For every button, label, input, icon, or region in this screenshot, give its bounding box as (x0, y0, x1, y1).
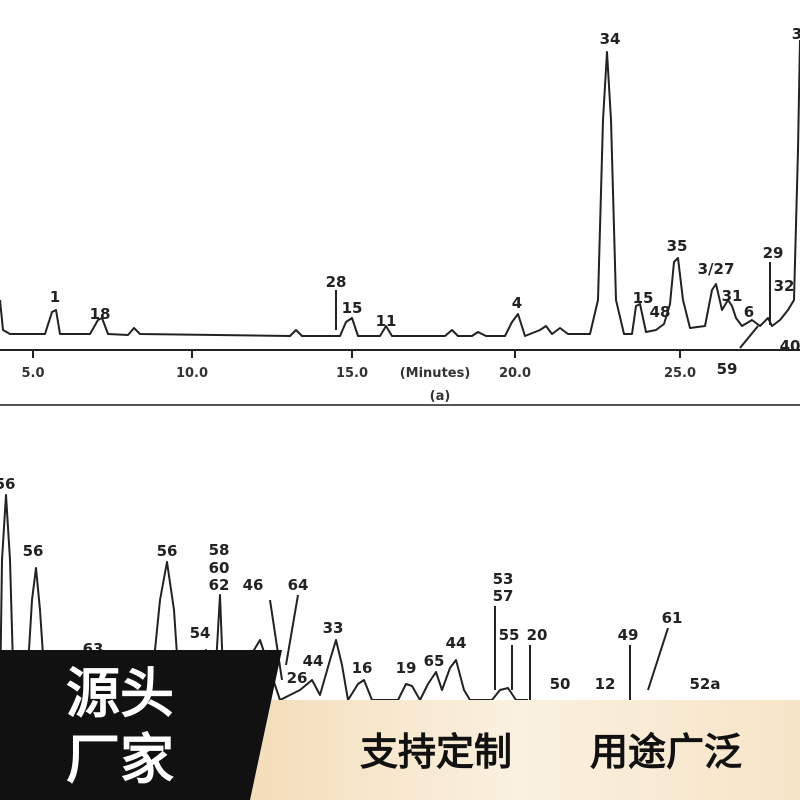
peak-label: 60 (209, 559, 230, 577)
peak-label: 52a (690, 675, 721, 693)
x-tick-label: 10.0 (176, 366, 208, 381)
x-tick-label: (Minutes) (400, 366, 471, 381)
peak-label: 32 (774, 277, 795, 295)
peak-label: 44 (446, 634, 467, 652)
peak-label: 6 (744, 303, 754, 321)
peak-label: 3 (792, 25, 800, 43)
x-tick-label: 15.0 (336, 366, 368, 381)
peak-label: 55 (499, 626, 520, 644)
bottom-trace (0, 494, 528, 701)
banner-slogan: 用途广泛 (590, 730, 742, 774)
peak-label: 59 (717, 360, 738, 378)
peak-label: 1 (50, 288, 60, 306)
peak-label: 56 (157, 542, 178, 560)
x-tick-label: 20.0 (499, 366, 531, 381)
peak-label: 53 (493, 570, 514, 588)
peak-label: 18 (90, 305, 111, 323)
peak-label: 50 (550, 675, 571, 693)
peak-label: 48 (650, 303, 671, 321)
peak-label: 61 (662, 609, 683, 627)
banner-slogan: 支持定制 (360, 730, 512, 774)
x-tick-label: 25.0 (664, 366, 696, 381)
banner-title: 厂家 (66, 728, 174, 791)
peak-label: 34 (600, 30, 621, 48)
peak-label: 29 (763, 244, 784, 262)
peak-label: 31 (722, 287, 743, 305)
peak-label: 64 (288, 576, 309, 594)
caption: (a) (430, 389, 451, 404)
banner-title: 源头 (66, 662, 174, 725)
peak-label: 49 (618, 626, 639, 644)
peak-label: 44 (303, 652, 324, 670)
peak-label: 57 (493, 587, 514, 605)
peak-label: 20 (527, 626, 548, 644)
peak-label: 19 (396, 659, 417, 677)
peak-label: 15 (342, 299, 363, 317)
peak-label: 3/27 (698, 260, 735, 278)
peak-label: 26 (287, 669, 308, 687)
peak-label: 4 (512, 294, 522, 312)
peak-label: 35 (667, 237, 688, 255)
peak-label: 15 (633, 289, 654, 307)
banner-block (0, 650, 282, 800)
peak-label: 54 (190, 624, 211, 642)
top-trace (0, 39, 800, 337)
peak-label: 58 (209, 541, 230, 559)
ticks (32, 350, 681, 358)
peak-label: 12 (595, 675, 616, 693)
peak-label: 40 (780, 337, 800, 355)
peak-label: 46 (243, 576, 264, 594)
peak-label: 33 (323, 619, 344, 637)
arrows (269, 262, 771, 700)
banner-bg (240, 700, 800, 800)
peak-label: 56 (0, 475, 15, 493)
peak-label: 16 (352, 659, 373, 677)
peak-label: 65 (424, 652, 445, 670)
peak-label: 11 (376, 312, 397, 330)
peak-label: 28 (326, 273, 347, 291)
x-tick-label: 5.0 (21, 366, 44, 381)
peak-label: 62 (209, 576, 230, 594)
peak-label: 56 (23, 542, 44, 560)
